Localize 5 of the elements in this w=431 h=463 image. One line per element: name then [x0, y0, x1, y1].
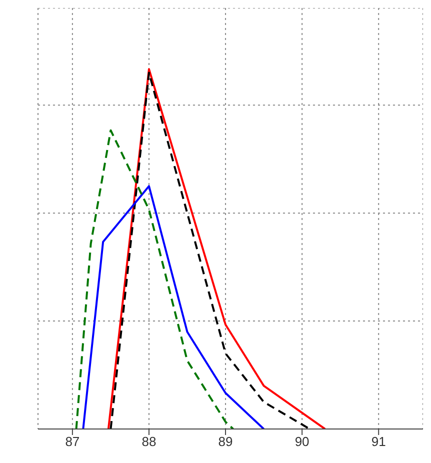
x-tick-label: 89	[218, 434, 233, 450]
x-tick-label: 87	[65, 434, 80, 450]
x-tick-label: 88	[142, 434, 156, 450]
x-tick-label: 90	[294, 434, 310, 450]
x-tick-label: 91	[371, 434, 386, 450]
